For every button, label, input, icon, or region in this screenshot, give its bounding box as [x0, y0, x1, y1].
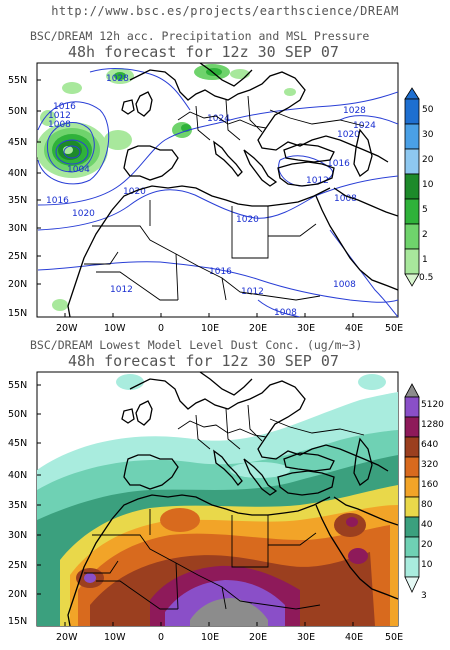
colorbar-label: 1 [422, 255, 428, 265]
bottom-lat-labels: 55N 50N 45N 40N 35N 30N 25N 20N 15N [8, 380, 27, 627]
lat-label: 55N [8, 75, 27, 86]
lon-label: 30E [297, 323, 315, 334]
lon-label: 0 [158, 632, 164, 643]
lon-label: 0 [158, 323, 164, 334]
colorbar-label: 5120 [421, 400, 444, 410]
colorbar-label: 1280 [421, 420, 444, 430]
lat-label: 50N [8, 106, 27, 117]
isobar-label: 1028 [343, 106, 366, 116]
lon-label: 50E [385, 323, 403, 334]
colorbar-label: 10 [421, 560, 433, 570]
isobar-label: 1020 [337, 130, 360, 140]
lat-label: 45N [8, 137, 27, 148]
top-colorbar: 50 30 20 10 5 2 1 0.5 [404, 87, 434, 287]
lon-label: 10E [201, 632, 219, 643]
lon-label: 20W [56, 323, 78, 334]
bottom-colorbar: 5120 1280 640 320 160 80 40 20 10 3 [404, 383, 444, 601]
isobar-label: 1012 [306, 176, 329, 186]
lon-label: 10E [201, 323, 219, 334]
isobar-label: 1008 [333, 280, 356, 290]
top-map: 1028 1016 1012 1008 1004 1020 1016 1020 … [36, 62, 399, 318]
lat-label: 35N [8, 195, 27, 206]
colorbar-label: 320 [421, 460, 438, 470]
lat-label: 25N [8, 560, 27, 571]
isobar-label: 1028 [106, 74, 129, 84]
colorbar-label: 20 [421, 540, 433, 550]
bottom-panel-title: BSC/DREAM Lowest Model Level Dust Conc. … [30, 338, 363, 352]
isobar-label: 1020 [72, 209, 95, 219]
isobar-label: 1020 [236, 215, 259, 225]
colorbar-label: 30 [422, 130, 434, 140]
lon-label: 20W [56, 632, 78, 643]
source-url: http://www.bsc.es/projects/earthscience/… [51, 4, 399, 18]
lon-label: 10W [104, 323, 126, 334]
isobar-label: 1008 [48, 120, 71, 130]
colorbar-label: 5 [422, 205, 428, 215]
bottom-panel-subtitle: 48h forecast for 12z 30 SEP 07 [68, 352, 339, 370]
lat-label: 15N [8, 308, 27, 319]
isobar-label: 1008 [334, 194, 357, 204]
colorbar-label: 2 [422, 230, 428, 240]
lon-label: 20E [249, 323, 267, 334]
isobar-label: 1016 [209, 267, 232, 277]
top-panel-subtitle: 48h forecast for 12z 30 SEP 07 [68, 43, 339, 61]
isobar-label: 1008 [274, 308, 297, 318]
isobar-label: 1016 [46, 196, 69, 206]
lat-label: 15N [8, 616, 27, 627]
lon-label: 10W [104, 632, 126, 643]
top-ticks [37, 79, 354, 317]
lat-label: 45N [8, 438, 27, 449]
isobar-label: 1024 [353, 121, 376, 131]
lat-label: 50N [8, 409, 27, 420]
lat-label: 35N [8, 500, 27, 511]
isobar-label: 1016 [327, 159, 350, 169]
colorbar-label: 50 [422, 105, 434, 115]
isobar-label: 1012 [110, 285, 133, 295]
lon-label: 30E [297, 632, 315, 643]
bottom-lon-labels: 20W 10W 0 10E 20E 30E 40E 50E [56, 632, 403, 643]
colorbar-label: 160 [421, 480, 438, 490]
lat-label: 30N [8, 223, 27, 234]
bottom-map [36, 371, 399, 627]
colorbar-label: 640 [421, 440, 438, 450]
lon-label: 20E [249, 632, 267, 643]
isobar-labels: 1028 1016 1012 1008 1004 1020 1016 1020 … [46, 74, 376, 318]
precipitation-field [37, 64, 296, 311]
lat-label: 20N [8, 279, 27, 290]
lat-label: 25N [8, 251, 27, 262]
top-panel-title: BSC/DREAM 12h acc. Precipitation and MSL… [30, 29, 370, 43]
isobar-label: 1012 [48, 111, 71, 121]
isobar-label: 1016 [53, 102, 76, 112]
lon-label: 50E [385, 632, 403, 643]
lon-label: 40E [345, 632, 363, 643]
lat-label: 55N [8, 380, 27, 391]
colorbar-label: 0.5 [419, 273, 433, 283]
colorbar-label: 80 [421, 500, 433, 510]
isobar-label: 1004 [67, 165, 90, 175]
lat-label: 30N [8, 530, 27, 541]
bottom-ticks [37, 384, 354, 626]
colorbar-label: 3 [421, 591, 427, 601]
dust-field [37, 374, 398, 626]
lat-label: 20N [8, 589, 27, 600]
top-lon-labels: 20W 10W 0 10E 20E 30E 40E 50E [56, 323, 403, 334]
top-lat-labels: 55N 50N 45N 40N 35N 30N 25N 20N 15N [8, 75, 27, 319]
colorbar-label: 10 [422, 180, 434, 190]
lon-label: 40E [345, 323, 363, 334]
isobar-label: 1024 [207, 114, 230, 124]
colorbar-label: 40 [421, 520, 433, 530]
lat-label: 40N [8, 470, 27, 481]
colorbar-label: 20 [422, 155, 434, 165]
lat-label: 40N [8, 168, 27, 179]
isobar-label: 1012 [241, 287, 264, 297]
